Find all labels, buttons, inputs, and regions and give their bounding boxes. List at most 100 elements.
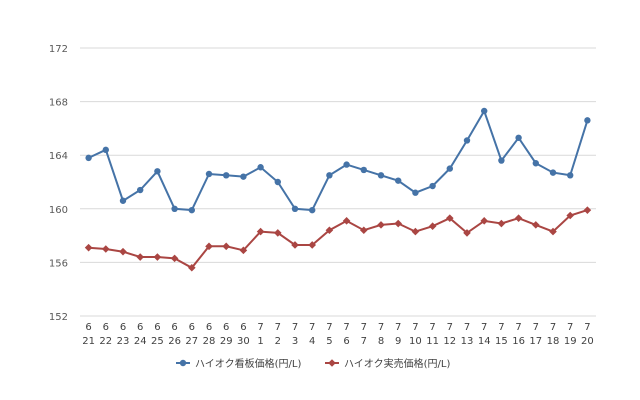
x-tick-day: 2: [275, 336, 281, 347]
x-tick-day: 10: [409, 336, 422, 347]
x-tick-day: 7: [361, 336, 367, 347]
x-tick-month: 6: [137, 322, 143, 333]
data-point: [326, 172, 333, 179]
series-line: [88, 108, 589, 212]
x-tick-month: 7: [584, 322, 590, 333]
x-tick-day: 13: [461, 336, 474, 347]
series-line: [88, 209, 588, 270]
x-tick-month: 7: [412, 322, 418, 333]
data-point: [205, 242, 213, 251]
data-point: [343, 161, 350, 168]
data-point: [394, 219, 402, 228]
x-tick-day: 29: [220, 336, 233, 347]
data-point: [205, 170, 213, 178]
data-point: [274, 229, 282, 237]
x-tick-month: 6: [206, 322, 212, 333]
data-point: [532, 160, 539, 167]
series-layer: [84, 107, 592, 272]
data-point: [463, 229, 471, 237]
x-tick-day: 9: [395, 336, 401, 347]
data-point: [480, 217, 488, 225]
x-tick-month: 7: [343, 322, 349, 333]
data-point: [85, 154, 92, 162]
data-point: [309, 206, 316, 214]
x-tick-day: 26: [168, 336, 181, 347]
data-point: [153, 253, 162, 261]
data-point: [171, 205, 178, 212]
data-point: [102, 245, 110, 253]
data-point: [549, 169, 557, 176]
y-axis-ticks: 152 156 160 164 168 172: [49, 44, 68, 323]
x-tick-month: 7: [515, 322, 521, 333]
x-tick-day: 23: [117, 336, 130, 347]
data-point: [532, 221, 540, 229]
data-point: [498, 157, 505, 164]
legend-label: ハイオク実売価格(円/L): [344, 357, 450, 370]
x-tick-day: 25: [151, 336, 164, 347]
x-tick-month: 6: [223, 322, 229, 333]
x-tick-month: 7: [447, 322, 453, 333]
legend-item-1: ハイオク看板価格(円/L): [176, 357, 301, 370]
legend-marker: [328, 359, 336, 367]
x-tick-month: 6: [171, 322, 177, 333]
data-point: [342, 217, 351, 225]
x-axis-ticks: 6216226236246256266276286296307172737475…: [82, 322, 594, 347]
data-point: [188, 263, 196, 272]
data-point: [257, 164, 264, 171]
x-tick-day: 27: [185, 336, 198, 347]
y-tick-label: 160: [49, 205, 68, 216]
x-tick-month: 7: [395, 322, 401, 333]
x-tick-day: 21: [82, 336, 95, 347]
x-tick-day: 28: [203, 336, 216, 347]
data-point: [497, 219, 506, 228]
data-point: [239, 246, 248, 255]
data-point: [429, 182, 436, 190]
x-tick-month: 7: [309, 322, 315, 333]
x-tick-day: 22: [99, 336, 112, 347]
series-1: [85, 107, 591, 214]
x-tick-month: 7: [326, 322, 332, 333]
x-tick-month: 7: [498, 322, 504, 333]
x-tick-month: 7: [464, 322, 470, 333]
data-point: [481, 107, 488, 115]
x-tick-day: 18: [547, 336, 560, 347]
data-point: [222, 242, 230, 251]
data-point: [411, 227, 420, 236]
data-point: [170, 254, 179, 263]
x-tick-month: 6: [120, 322, 126, 333]
x-tick-month: 7: [533, 322, 539, 333]
data-point: [514, 214, 523, 222]
x-tick-month: 7: [567, 322, 573, 333]
data-point: [428, 222, 437, 231]
y-tick-label: 156: [49, 258, 68, 269]
x-tick-day: 12: [443, 336, 456, 347]
x-tick-day: 5: [326, 336, 332, 347]
x-tick-day: 15: [495, 336, 508, 347]
data-point: [325, 226, 334, 235]
data-point: [136, 253, 144, 261]
x-tick-day: 16: [512, 336, 525, 347]
legend-item-2: ハイオク実売価格(円/L): [325, 357, 450, 370]
series-2: [84, 206, 592, 272]
y-tick-label: 172: [49, 44, 68, 55]
data-point: [412, 189, 419, 196]
x-tick-day: 1: [257, 336, 263, 347]
data-point: [360, 226, 368, 235]
x-tick-day: 24: [134, 336, 147, 347]
data-point: [137, 186, 144, 194]
data-point: [256, 227, 265, 236]
y-tick-label: 168: [49, 98, 68, 109]
x-tick-day: 19: [564, 336, 577, 347]
data-point: [308, 241, 316, 249]
x-tick-month: 7: [292, 322, 298, 333]
x-tick-day: 20: [581, 336, 594, 347]
data-point: [119, 247, 127, 256]
x-tick-day: 4: [309, 336, 315, 347]
data-point: [583, 206, 592, 214]
data-point: [274, 178, 281, 186]
x-tick-month: 6: [189, 322, 195, 333]
data-point: [240, 173, 247, 180]
data-point: [446, 165, 453, 172]
